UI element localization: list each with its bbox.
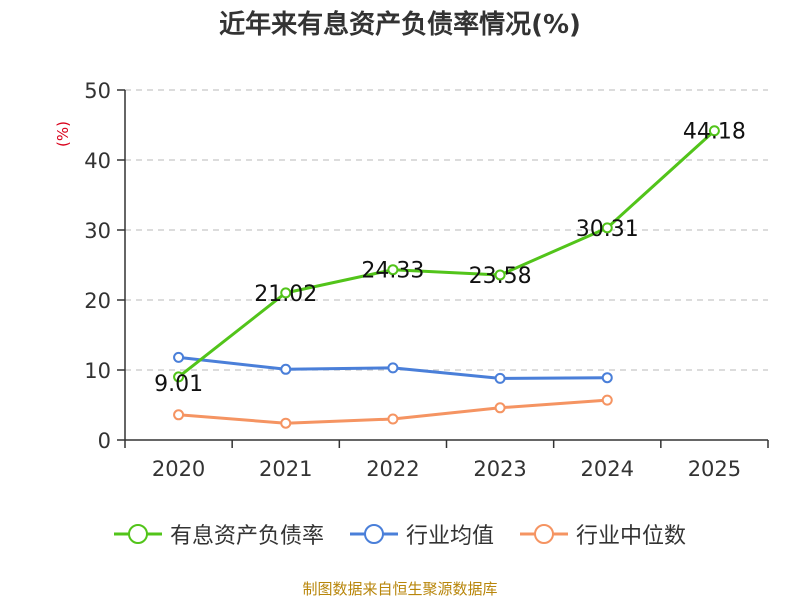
legend-label: 行业均值 (405, 524, 494, 549)
data-point (494, 402, 506, 414)
data-point (601, 372, 613, 384)
data-label: 23.58 (469, 264, 532, 289)
x-tick-label: 2021 (259, 457, 312, 481)
legend-swatch (349, 524, 398, 544)
legend-label: 行业中位数 (576, 524, 687, 549)
data-point (173, 371, 185, 383)
data-point (387, 413, 399, 425)
data-point (494, 269, 506, 281)
x-tick-label: 2023 (473, 457, 526, 481)
data-point (387, 362, 399, 374)
y-tick-label: 40 (84, 149, 111, 173)
data-point (494, 372, 506, 384)
data-point (708, 125, 720, 137)
data-point (280, 363, 292, 375)
y-tick-label: 50 (84, 79, 111, 103)
y-tick-label: 20 (84, 289, 111, 313)
legend: 有息资产负债率 行业均值 行业中位数 (0, 518, 800, 550)
data-label-layer: 9.01 21.02 24.33 23.58 30.31 44.18 (154, 120, 746, 397)
series-line (177, 129, 716, 379)
axis-layer: 0 10 20 30 40 50 2020 2021 2022 2023 2024 2025 (84, 79, 769, 481)
x-tick-label: 2022 (366, 457, 419, 481)
y-tick-label: 10 (84, 359, 111, 383)
series-layer (173, 125, 720, 429)
x-tick-label: 2025 (688, 457, 741, 481)
y-tick-label: 0 (98, 429, 111, 453)
data-label: 24.33 (361, 259, 424, 284)
data-point (280, 417, 292, 429)
data-label: 9.01 (154, 372, 203, 397)
legend-swatch (520, 524, 568, 544)
data-label: 21.02 (254, 282, 317, 307)
data-label: 30.31 (576, 217, 639, 242)
y-tick-label: 30 (84, 219, 111, 243)
data-point (601, 394, 613, 406)
x-tick-label: 2024 (581, 457, 634, 481)
data-point (601, 222, 613, 234)
source-note: 制图数据来自恒生聚源数据库 (302, 580, 498, 598)
legend-swatch (113, 524, 162, 544)
grid-layer (125, 89, 768, 371)
chart-title: 近年来有息资产负债率情况(%) (219, 10, 581, 40)
data-point (280, 287, 292, 299)
data-point (173, 351, 185, 363)
data-label: 44.18 (683, 120, 746, 145)
legend-item[interactable]: 行业均值 (349, 518, 494, 550)
legend-item[interactable]: 有息资产负债率 (113, 518, 324, 550)
data-point (173, 409, 185, 421)
legend-label: 有息资产负债率 (169, 524, 324, 549)
legend-item[interactable]: 行业中位数 (520, 518, 686, 550)
x-tick-label: 2020 (152, 457, 205, 481)
data-point (387, 264, 399, 276)
